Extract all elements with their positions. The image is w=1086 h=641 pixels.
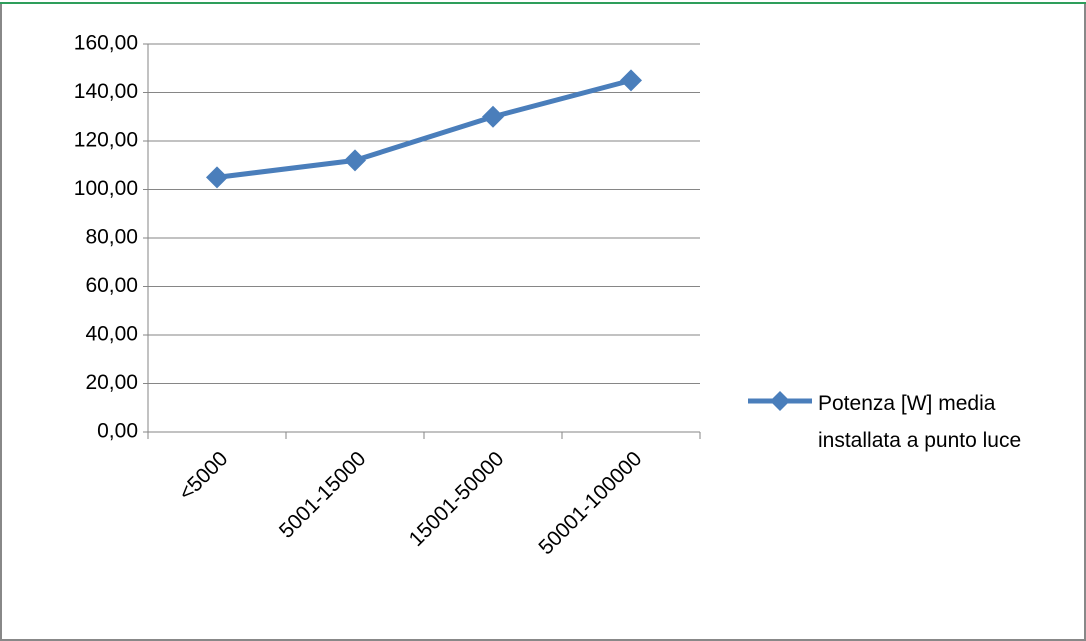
x-tick-label: 50001-100000 bbox=[534, 447, 646, 559]
legend-label: Potenza [W] media installata a punto luc… bbox=[818, 392, 1022, 452]
y-tick-label: 140,00 bbox=[74, 80, 138, 103]
y-tick-label: 100,00 bbox=[74, 177, 138, 200]
y-tick-label: 160,00 bbox=[74, 32, 138, 55]
y-tick-label: 0,00 bbox=[97, 420, 138, 443]
series-line bbox=[216, 77, 632, 180]
x-tick-label: 15001-50000 bbox=[405, 447, 509, 551]
x-tick-label: 5001-15000 bbox=[275, 447, 371, 543]
x-tick-label: <5000 bbox=[174, 447, 232, 505]
y-tick-label: 120,00 bbox=[74, 129, 138, 152]
y-tick-label: 80,00 bbox=[85, 226, 138, 249]
y-tick-label: 20,00 bbox=[85, 371, 138, 394]
y-tick-label: 60,00 bbox=[85, 274, 138, 297]
marker bbox=[620, 69, 642, 92]
marker bbox=[344, 149, 366, 172]
marker bbox=[482, 105, 504, 128]
y-tick-label: 40,00 bbox=[85, 323, 138, 346]
legend-marker bbox=[770, 391, 790, 411]
marker bbox=[206, 166, 228, 189]
